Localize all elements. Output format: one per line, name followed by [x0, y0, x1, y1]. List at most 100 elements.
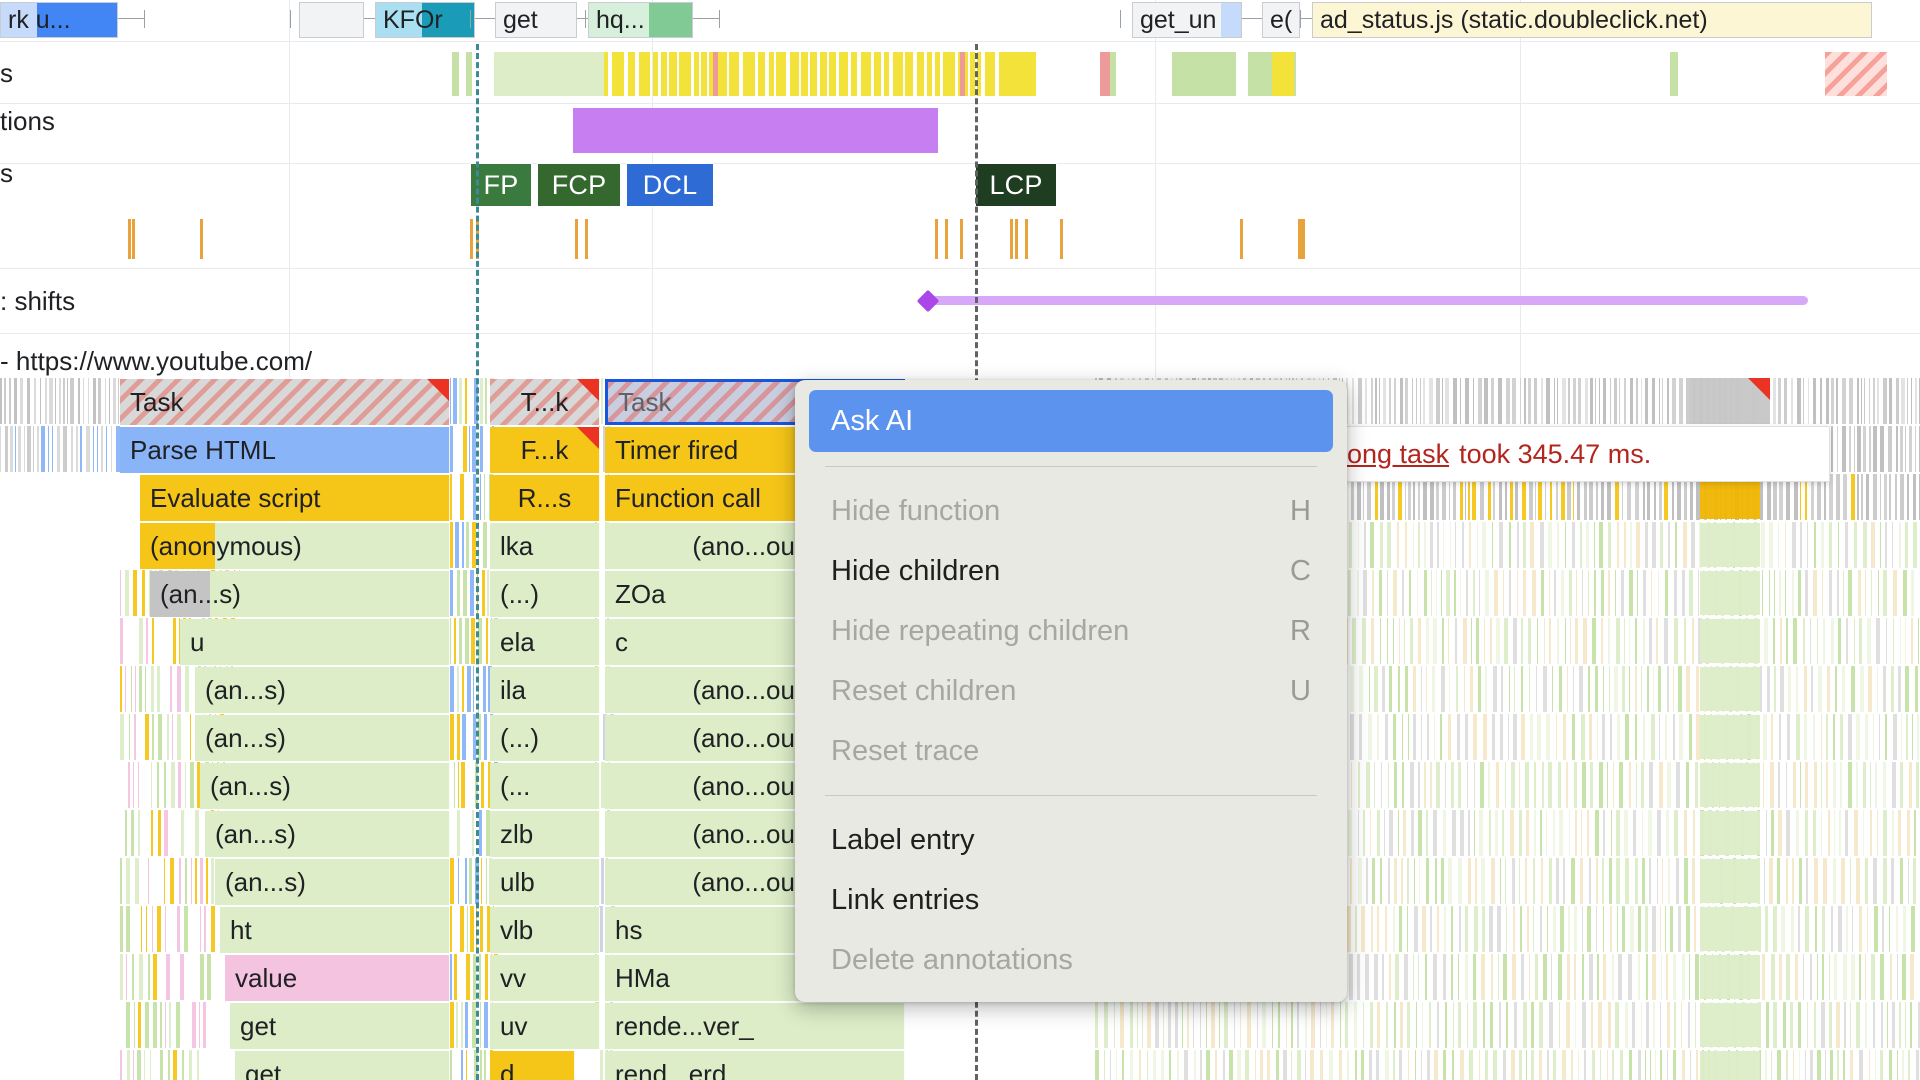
network-track[interactable]: rk u... KFOr get hq... get_un e( ad_status.js …	[0, 0, 1920, 42]
request-bar[interactable]	[839, 52, 848, 96]
flame-block[interactable]	[1700, 1003, 1760, 1047]
menu-item-link-entries[interactable]: Link entries	[795, 870, 1347, 930]
flame-block[interactable]	[1700, 571, 1760, 615]
request-bar[interactable]	[452, 52, 459, 96]
timing-marker-dcl[interactable]: DCL	[626, 163, 714, 207]
network-request-chip[interactable]: get	[495, 2, 577, 38]
timing-marker-lcp[interactable]: LCP	[975, 163, 1057, 207]
timing-marker-fcp[interactable]: FCP	[537, 163, 621, 207]
network-request-chip[interactable]: hq...	[588, 2, 693, 38]
request-bar[interactable]	[861, 52, 871, 96]
request-bar[interactable]	[893, 52, 903, 96]
flame-chart-entry[interactable]: ht	[220, 907, 450, 953]
network-request-chip[interactable]: get_un	[1132, 2, 1242, 38]
network-request-chip[interactable]	[299, 2, 364, 38]
flame-chart-entry[interactable]: lka	[490, 523, 600, 569]
flame-chart-entry[interactable]: (...)	[490, 571, 600, 617]
request-bar[interactable]	[713, 52, 718, 96]
flame-chart-entry[interactable]: rende...ver_	[605, 1003, 905, 1049]
request-bar[interactable]	[718, 52, 727, 96]
flame-chart-entry[interactable]: zlb	[490, 811, 600, 857]
flame-chart-entry[interactable]: vlb	[490, 907, 600, 953]
flame-block[interactable]	[1700, 1051, 1760, 1080]
request-bar[interactable]	[758, 52, 765, 96]
flame-chart-entry[interactable]: F...k	[490, 427, 600, 473]
playhead-marker-1[interactable]	[476, 44, 479, 1080]
request-bar[interactable]	[639, 52, 650, 96]
request-bar[interactable]	[1100, 52, 1110, 96]
flame-chart-entry[interactable]: (...	[490, 763, 600, 809]
flame-chart-entry[interactable]: ela	[490, 619, 600, 665]
flame-chart-entry[interactable]: uv	[490, 1003, 600, 1049]
flame-block[interactable]	[1700, 667, 1760, 711]
tooltip-link[interactable]: ong task	[1347, 438, 1450, 469]
request-bar[interactable]	[1010, 52, 1036, 96]
flame-block[interactable]	[1700, 811, 1760, 855]
flame-chart-entry[interactable]: Parse HTML	[120, 427, 450, 473]
request-bar[interactable]	[494, 52, 604, 96]
interaction-block[interactable]	[573, 108, 938, 153]
network-request-chip[interactable]: ad_status.js (static.doubleclick.net)	[1312, 2, 1872, 38]
request-bar[interactable]	[927, 52, 932, 96]
flame-chart-entry[interactable]: get	[235, 1051, 450, 1080]
request-bar[interactable]	[960, 52, 965, 96]
request-bar[interactable]	[743, 52, 755, 96]
flame-chart-entry[interactable]: value	[225, 955, 450, 1001]
flame-chart-entry[interactable]: (anonymous)	[140, 523, 450, 569]
flame-chart-entry[interactable]: get	[230, 1003, 450, 1049]
flame-block[interactable]	[1700, 523, 1760, 567]
request-bar[interactable]	[874, 52, 881, 96]
request-bar[interactable]	[661, 52, 667, 96]
flame-chart-entry[interactable]: ulb	[490, 859, 600, 905]
request-bar[interactable]	[653, 52, 658, 96]
request-bar-error[interactable]	[1825, 52, 1887, 96]
request-bar[interactable]	[801, 52, 808, 96]
request-bar[interactable]	[1172, 52, 1236, 96]
flame-chart-entry[interactable]: (an...s)	[195, 715, 450, 761]
network-request-chip[interactable]: rk u...	[0, 2, 118, 38]
flame-chart-entry[interactable]: (an...s)	[195, 667, 450, 713]
flame-chart-entry[interactable]: ila	[490, 667, 600, 713]
flame-chart-entry[interactable]: (...)	[490, 715, 600, 761]
flame-chart-entry[interactable]: (an...s)	[200, 763, 450, 809]
menu-item-hide-children[interactable]: Hide children C	[795, 541, 1347, 601]
flame-block[interactable]	[1700, 715, 1760, 759]
request-bar[interactable]	[769, 52, 774, 96]
request-bar[interactable]	[790, 52, 799, 96]
request-bar[interactable]	[917, 52, 924, 96]
timing-markers[interactable]: FP FCP DCL LCP	[0, 163, 1920, 219]
request-bar[interactable]	[466, 52, 472, 96]
layout-shift-track[interactable]	[0, 270, 1920, 330]
request-bar[interactable]	[1272, 52, 1294, 96]
network-request-chip[interactable]: KFOr	[375, 2, 475, 38]
flame-chart-entry[interactable]: u	[180, 619, 450, 665]
request-bar[interactable]	[612, 52, 624, 96]
request-bar[interactable]	[884, 52, 889, 96]
context-menu[interactable]: Ask AI Hide function H Hide children C Hide r…	[795, 380, 1347, 1002]
menu-item-ask-ai[interactable]: Ask AI	[809, 390, 1333, 452]
flame-chart-entry[interactable]: rend...erd	[605, 1051, 905, 1080]
request-bar[interactable]	[829, 52, 836, 96]
request-bar[interactable]	[820, 52, 827, 96]
timing-marker-fp[interactable]: FP	[470, 163, 532, 207]
request-bar[interactable]	[851, 52, 857, 96]
flame-block[interactable]	[1700, 619, 1760, 663]
request-bar[interactable]	[694, 52, 699, 96]
flame-block[interactable]	[1700, 907, 1760, 951]
network-request-chip[interactable]: e(	[1262, 2, 1300, 38]
flame-chart-entry[interactable]: (an...s)	[215, 859, 450, 905]
request-bar[interactable]	[729, 52, 739, 96]
request-bar[interactable]	[1110, 52, 1116, 96]
flame-chart-entry[interactable]: Task	[120, 379, 450, 425]
request-bar[interactable]	[604, 52, 608, 96]
flame-chart-entry[interactable]: Evaluate script	[140, 475, 450, 521]
flame-chart-entry[interactable]: d	[490, 1051, 575, 1080]
request-bar[interactable]	[905, 52, 913, 96]
request-bar[interactable]	[985, 52, 995, 96]
request-bar[interactable]	[628, 52, 635, 96]
flame-block[interactable]	[1700, 763, 1760, 807]
request-bar[interactable]	[1670, 52, 1678, 96]
menu-item-label-entry[interactable]: Label entry	[795, 810, 1347, 870]
request-bar[interactable]	[709, 52, 715, 96]
request-bar[interactable]	[679, 52, 691, 96]
